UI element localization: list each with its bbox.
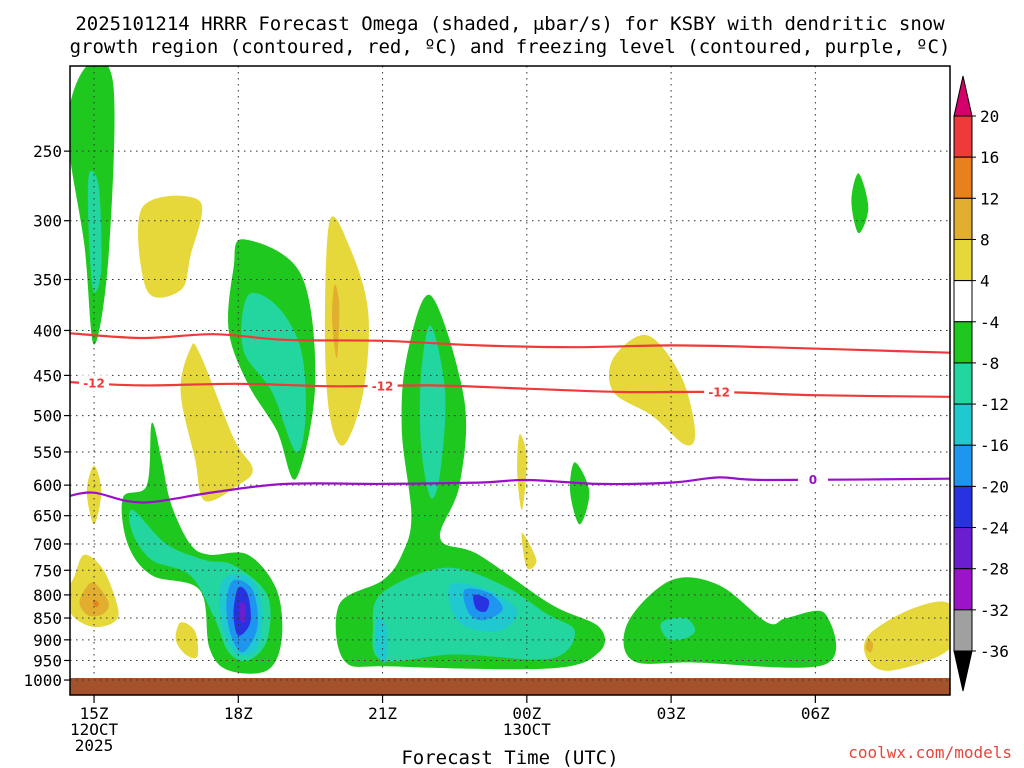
x-tick-label-3-1: 13OCT bbox=[503, 720, 552, 739]
colorbar-label-7: -12 bbox=[980, 395, 1009, 414]
colorbar-label-11: -28 bbox=[980, 560, 1009, 579]
omega-region-12 bbox=[175, 622, 199, 659]
omega-region-26 bbox=[517, 433, 527, 510]
colorbar-swatch-6 bbox=[953, 362, 973, 405]
y-tick-label-550: 550 bbox=[33, 443, 62, 462]
colorbar-swatch-8 bbox=[953, 444, 973, 487]
ground-surface bbox=[70, 678, 950, 695]
y-tick-label-250: 250 bbox=[33, 142, 62, 161]
chart-title-line-1: 2025101214 HRRR Forecast Omega (shaded, … bbox=[75, 13, 945, 35]
omega-region-34 bbox=[865, 639, 874, 653]
freezing-level-label: 0 bbox=[809, 473, 817, 487]
colorbar: 20 16 12 8 4 -4 -8 -12 -16 -20 -24 -28 -32 -36 bbox=[953, 75, 1009, 692]
x-tick-label-5-0: 06Z bbox=[801, 704, 830, 723]
y-tick-label-850: 850 bbox=[33, 609, 62, 628]
omega-region-6 bbox=[324, 216, 369, 446]
colorbar-label-6: -8 bbox=[980, 354, 999, 373]
dgz-label-0: -12 bbox=[83, 377, 105, 391]
freezing-level-contour bbox=[70, 476, 950, 504]
y-tick-label-350: 350 bbox=[33, 271, 62, 290]
x-tick-label-0-0: 15Z bbox=[80, 704, 109, 723]
omega-region-31 bbox=[660, 617, 696, 641]
chart-title-line-2: growth region (contoured, red, ºC) and f… bbox=[70, 36, 951, 58]
x-tick-label-4-0: 03Z bbox=[657, 704, 686, 723]
temperature-contours: -12 -12 -12 0 bbox=[70, 332, 950, 504]
x-tick-label-0-2: 2025 bbox=[75, 736, 114, 755]
y-tick-label-650: 650 bbox=[33, 507, 62, 526]
y-tick-label-900: 900 bbox=[33, 631, 62, 650]
x-tick-label-1-0: 18Z bbox=[224, 704, 253, 723]
colorbar-swatch-5 bbox=[953, 321, 973, 364]
colorbar-swatch-11 bbox=[953, 568, 973, 611]
colorbar-label-13: -36 bbox=[980, 642, 1009, 661]
colorbar-cap-top bbox=[953, 75, 973, 117]
y-tick-label-950: 950 bbox=[33, 651, 62, 670]
colorbar-label-8: -16 bbox=[980, 436, 1009, 455]
x-tick-label-2-0: 21Z bbox=[368, 704, 397, 723]
omega-region-20 bbox=[419, 325, 446, 499]
pressure-axis: 250 300 350 400 450 500 550 600 650 700 750 800 850 9… bbox=[23, 142, 70, 690]
y-tick-label-400: 400 bbox=[33, 321, 62, 340]
omega-region-30 bbox=[623, 577, 837, 668]
colorbar-label-4: 4 bbox=[980, 272, 990, 291]
omega-region-1 bbox=[87, 170, 102, 293]
colorbar-cap-bottom bbox=[953, 650, 973, 692]
y-tick-label-700: 700 bbox=[33, 535, 62, 554]
omega-region-29 bbox=[608, 334, 696, 446]
dgz-label-2-bg bbox=[704, 383, 735, 400]
x-tick-label-3-0: 00Z bbox=[512, 704, 541, 723]
colorbar-label-1: 16 bbox=[980, 148, 999, 167]
dgz-contour--12 bbox=[70, 381, 950, 398]
y-tick-label-600: 600 bbox=[33, 476, 62, 495]
colorbar-swatch-4 bbox=[953, 280, 973, 323]
colorbar-swatch-1 bbox=[953, 156, 973, 199]
freezing-level-label-bg bbox=[797, 471, 828, 488]
omega-region-8 bbox=[86, 465, 102, 525]
omega-region-27 bbox=[521, 532, 537, 570]
colorbar-label-3: 8 bbox=[980, 230, 990, 249]
dgz-label-2: -12 bbox=[708, 385, 730, 399]
colorbar-label-9: -20 bbox=[980, 477, 1009, 496]
omega-region-33 bbox=[864, 601, 950, 671]
x-tick-label-0-1: 12OCT bbox=[70, 720, 119, 739]
omega-region-2 bbox=[138, 195, 203, 298]
y-tick-label-450: 450 bbox=[33, 366, 62, 385]
y-tick-label-500: 500 bbox=[33, 407, 62, 426]
colorbar-swatch-10 bbox=[953, 527, 973, 570]
omega-region-5 bbox=[241, 292, 306, 453]
y-tick-label-300: 300 bbox=[33, 212, 62, 231]
plot-frame bbox=[69, 65, 951, 696]
dgz-contour--16 bbox=[70, 332, 950, 354]
omega-region-32 bbox=[851, 173, 869, 234]
colorbar-label-10: -24 bbox=[980, 519, 1009, 538]
colorbar-swatch-2 bbox=[953, 197, 973, 240]
dgz-label-1: -12 bbox=[372, 379, 394, 393]
omega-region-25 bbox=[473, 594, 490, 612]
omega-region-23 bbox=[374, 617, 388, 663]
site-credit[interactable]: coolwx.com/models bbox=[848, 743, 1012, 762]
colorbar-label-5: -4 bbox=[980, 313, 999, 332]
colorbar-swatch-0 bbox=[953, 115, 973, 158]
y-tick-label-800: 800 bbox=[33, 586, 62, 605]
omega-region-18 bbox=[239, 601, 246, 624]
colorbar-label-0: 20 bbox=[980, 107, 999, 126]
y-tick-label-750: 750 bbox=[33, 561, 62, 580]
colorbar-label-2: 12 bbox=[980, 189, 999, 208]
dgz-label-1-bg bbox=[367, 377, 398, 394]
x-axis-label: Forecast Time (UTC) bbox=[401, 747, 618, 768]
colorbar-swatch-3 bbox=[953, 238, 973, 282]
dgz-label-0-bg bbox=[79, 375, 110, 392]
omega-region-3 bbox=[180, 343, 253, 502]
omega-region-28 bbox=[569, 462, 590, 525]
colorbar-swatch-7 bbox=[953, 403, 973, 446]
omega-region-10 bbox=[79, 582, 109, 617]
y-tick-label-1000: 1000 bbox=[23, 671, 62, 690]
colorbar-label-12: -32 bbox=[980, 601, 1009, 620]
colorbar-swatch-12 bbox=[953, 609, 973, 652]
omega-shading bbox=[70, 66, 950, 674]
colorbar-swatch-9 bbox=[953, 485, 973, 529]
omega-region-19 bbox=[335, 294, 605, 670]
